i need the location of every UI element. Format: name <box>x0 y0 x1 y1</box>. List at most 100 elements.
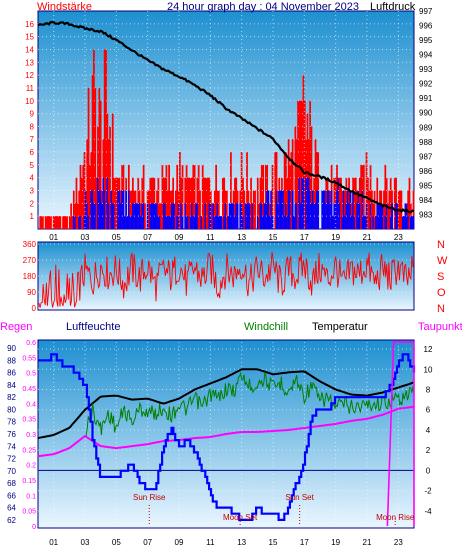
compass-label: O <box>437 287 446 299</box>
wind-mean-bar <box>223 216 226 229</box>
wind-gust-bar <box>360 164 363 229</box>
wind-gust-bar <box>298 100 301 229</box>
wind-mean-bar <box>126 216 129 229</box>
temp-y-tick: 2 <box>426 446 431 455</box>
wind-y-tick: 1 <box>30 212 35 221</box>
wind-mean-bar <box>142 203 145 229</box>
wind-gust-bar <box>130 190 133 229</box>
pressure-y-tick: 996 <box>419 22 433 31</box>
pressure-y-tick: 994 <box>419 51 433 60</box>
wind-x-tick: 19 <box>331 233 340 242</box>
wind-mean-bar <box>324 190 326 229</box>
wind-mean-bar <box>279 190 282 229</box>
rain-y-tick: 0.35 <box>22 417 36 424</box>
wind-mean-bar <box>103 190 106 229</box>
wind-mean-bar <box>277 203 279 229</box>
wind-gust-bar <box>144 203 146 229</box>
wind-mean-bar <box>146 203 149 229</box>
wind-gust-bar <box>283 152 286 229</box>
wind-gust-bar <box>207 177 209 229</box>
wind-mean-bar <box>298 177 301 229</box>
wind-gust-bar <box>193 164 196 229</box>
wind-gust-bar <box>179 152 181 229</box>
wind-gust-bar <box>240 152 243 229</box>
wind-mean-bar <box>129 216 132 229</box>
wind-mean-bar <box>134 203 137 229</box>
wind-gust-bar <box>160 203 162 229</box>
wind-mean-bar <box>232 203 235 229</box>
wind-gust-bar <box>168 164 170 229</box>
wind-mean-bar <box>344 216 346 229</box>
wind-y-tick: 12 <box>25 71 34 80</box>
direction-y-tick: 90 <box>27 288 36 297</box>
wind-mean-bar <box>184 203 187 229</box>
wind-x-tick: 05 <box>112 233 121 242</box>
rain-y-tick: 0 <box>32 524 36 531</box>
wind-gust-bar <box>148 190 150 229</box>
wind-mean-bar <box>299 203 302 229</box>
wind-mean-bar <box>307 177 310 229</box>
wind-mean-bar <box>150 203 153 229</box>
wind-gust-bar <box>302 75 305 229</box>
wind-y-tick: 5 <box>30 161 35 170</box>
wind-gust-bar <box>187 177 189 229</box>
wind-mean-bar <box>263 203 266 229</box>
wind-x-tick: 21 <box>363 233 372 242</box>
wind-mean-bar <box>251 203 254 229</box>
wind-mean-bar <box>376 203 379 229</box>
wind-mean-bar <box>208 203 211 229</box>
annotation-label: Sun Rise <box>133 493 166 502</box>
pressure-y-tick: 988 <box>419 138 433 147</box>
wind-gust-bar <box>291 139 294 229</box>
wind-gust-bar <box>176 164 179 229</box>
wind-gust-bar <box>70 203 72 229</box>
wind-mean-bar <box>162 203 165 229</box>
wind-y-tick: 15 <box>25 33 34 42</box>
wind-mean-bar <box>242 216 244 229</box>
wind-mean-bar <box>262 216 264 229</box>
wind-gust-bar <box>340 177 342 229</box>
wind-mean-bar <box>132 203 134 229</box>
pressure-y-tick: 989 <box>419 123 433 132</box>
wind-gust-bar <box>384 164 387 229</box>
wind-gust-bar <box>354 177 357 229</box>
wind-mean-bar <box>107 203 110 229</box>
wind-gust-bar <box>142 164 145 229</box>
humidity-y-tick: 68 <box>7 479 16 488</box>
wind-gust-bar <box>91 75 94 229</box>
wind-gust-bar <box>383 190 385 229</box>
wind-gust-bar <box>223 177 226 229</box>
wind-mean-bar <box>260 203 263 229</box>
wind-mean-bar <box>189 216 192 229</box>
wind-mean-bar <box>412 216 415 229</box>
wind-gust-bar <box>165 164 168 229</box>
wind-mean-bar <box>264 203 267 229</box>
wind-gust-bar <box>56 216 59 229</box>
wind-mean-bar <box>248 203 251 229</box>
humidity-y-tick: 72 <box>7 455 16 464</box>
wind-mean-bar <box>380 203 383 229</box>
humidity-y-tick: 70 <box>7 467 16 476</box>
wind-mean-bar <box>118 190 121 229</box>
wind-mean-bar <box>338 203 341 229</box>
compass-label: S <box>437 271 444 283</box>
wind-mean-bar <box>309 190 311 229</box>
wind-mean-bar <box>220 216 223 229</box>
wind-mean-bar <box>158 216 161 229</box>
climate-x-tick: 05 <box>112 538 121 547</box>
climate-x-tick: 13 <box>237 538 246 547</box>
wind-mean-bar <box>389 216 392 229</box>
wind-y-tick: 7 <box>30 135 35 144</box>
wind-gust-bar <box>169 190 172 229</box>
wind-gust-bar <box>86 139 89 229</box>
wind-gust-bar <box>59 216 62 229</box>
wind-gust-bar <box>89 164 91 229</box>
wind-mean-bar <box>166 216 169 229</box>
wind-right-label: Luftdruck <box>370 1 416 13</box>
legend-taupunkt: Taupunkt <box>418 321 462 333</box>
wind-gust-bar <box>107 139 110 229</box>
wind-y-tick: 6 <box>30 148 35 157</box>
wind-mean-bar <box>231 203 234 229</box>
wind-mean-bar <box>101 203 103 229</box>
